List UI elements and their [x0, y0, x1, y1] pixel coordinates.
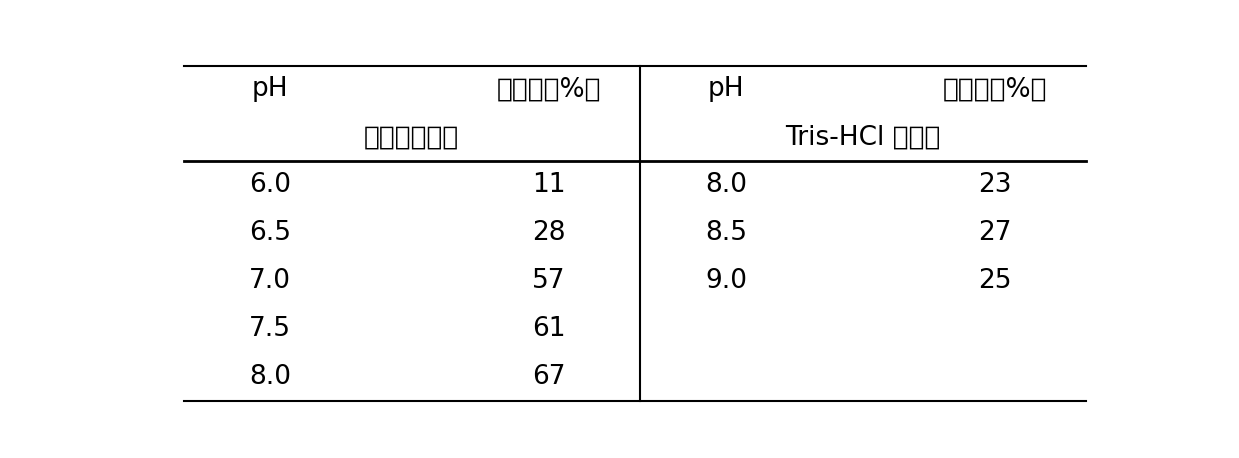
- Text: Tris-HCl 缓冲液: Tris-HCl 缓冲液: [786, 124, 940, 150]
- Text: 27: 27: [979, 220, 1012, 246]
- Text: 8.0: 8.0: [705, 172, 747, 198]
- Text: 磷酸钾缓冲液: 磷酸钾缓冲液: [364, 124, 460, 150]
- Text: 9.0: 9.0: [705, 268, 747, 294]
- Text: 转化率（%）: 转化率（%）: [497, 76, 601, 103]
- Text: pH: pH: [252, 76, 289, 103]
- Text: 6.5: 6.5: [249, 220, 291, 246]
- Text: 11: 11: [532, 172, 565, 198]
- Text: 57: 57: [532, 268, 565, 294]
- Text: 61: 61: [532, 316, 565, 342]
- Text: 6.0: 6.0: [249, 172, 291, 198]
- Text: 7.5: 7.5: [249, 316, 291, 342]
- Text: 8.0: 8.0: [249, 364, 291, 390]
- Text: 23: 23: [979, 172, 1012, 198]
- Text: 28: 28: [532, 220, 565, 246]
- Text: pH: pH: [707, 76, 745, 103]
- Text: 67: 67: [532, 364, 565, 390]
- Text: 25: 25: [979, 268, 1012, 294]
- Text: 8.5: 8.5: [705, 220, 747, 246]
- Text: 转化率（%）: 转化率（%）: [943, 76, 1047, 103]
- Text: 7.0: 7.0: [249, 268, 291, 294]
